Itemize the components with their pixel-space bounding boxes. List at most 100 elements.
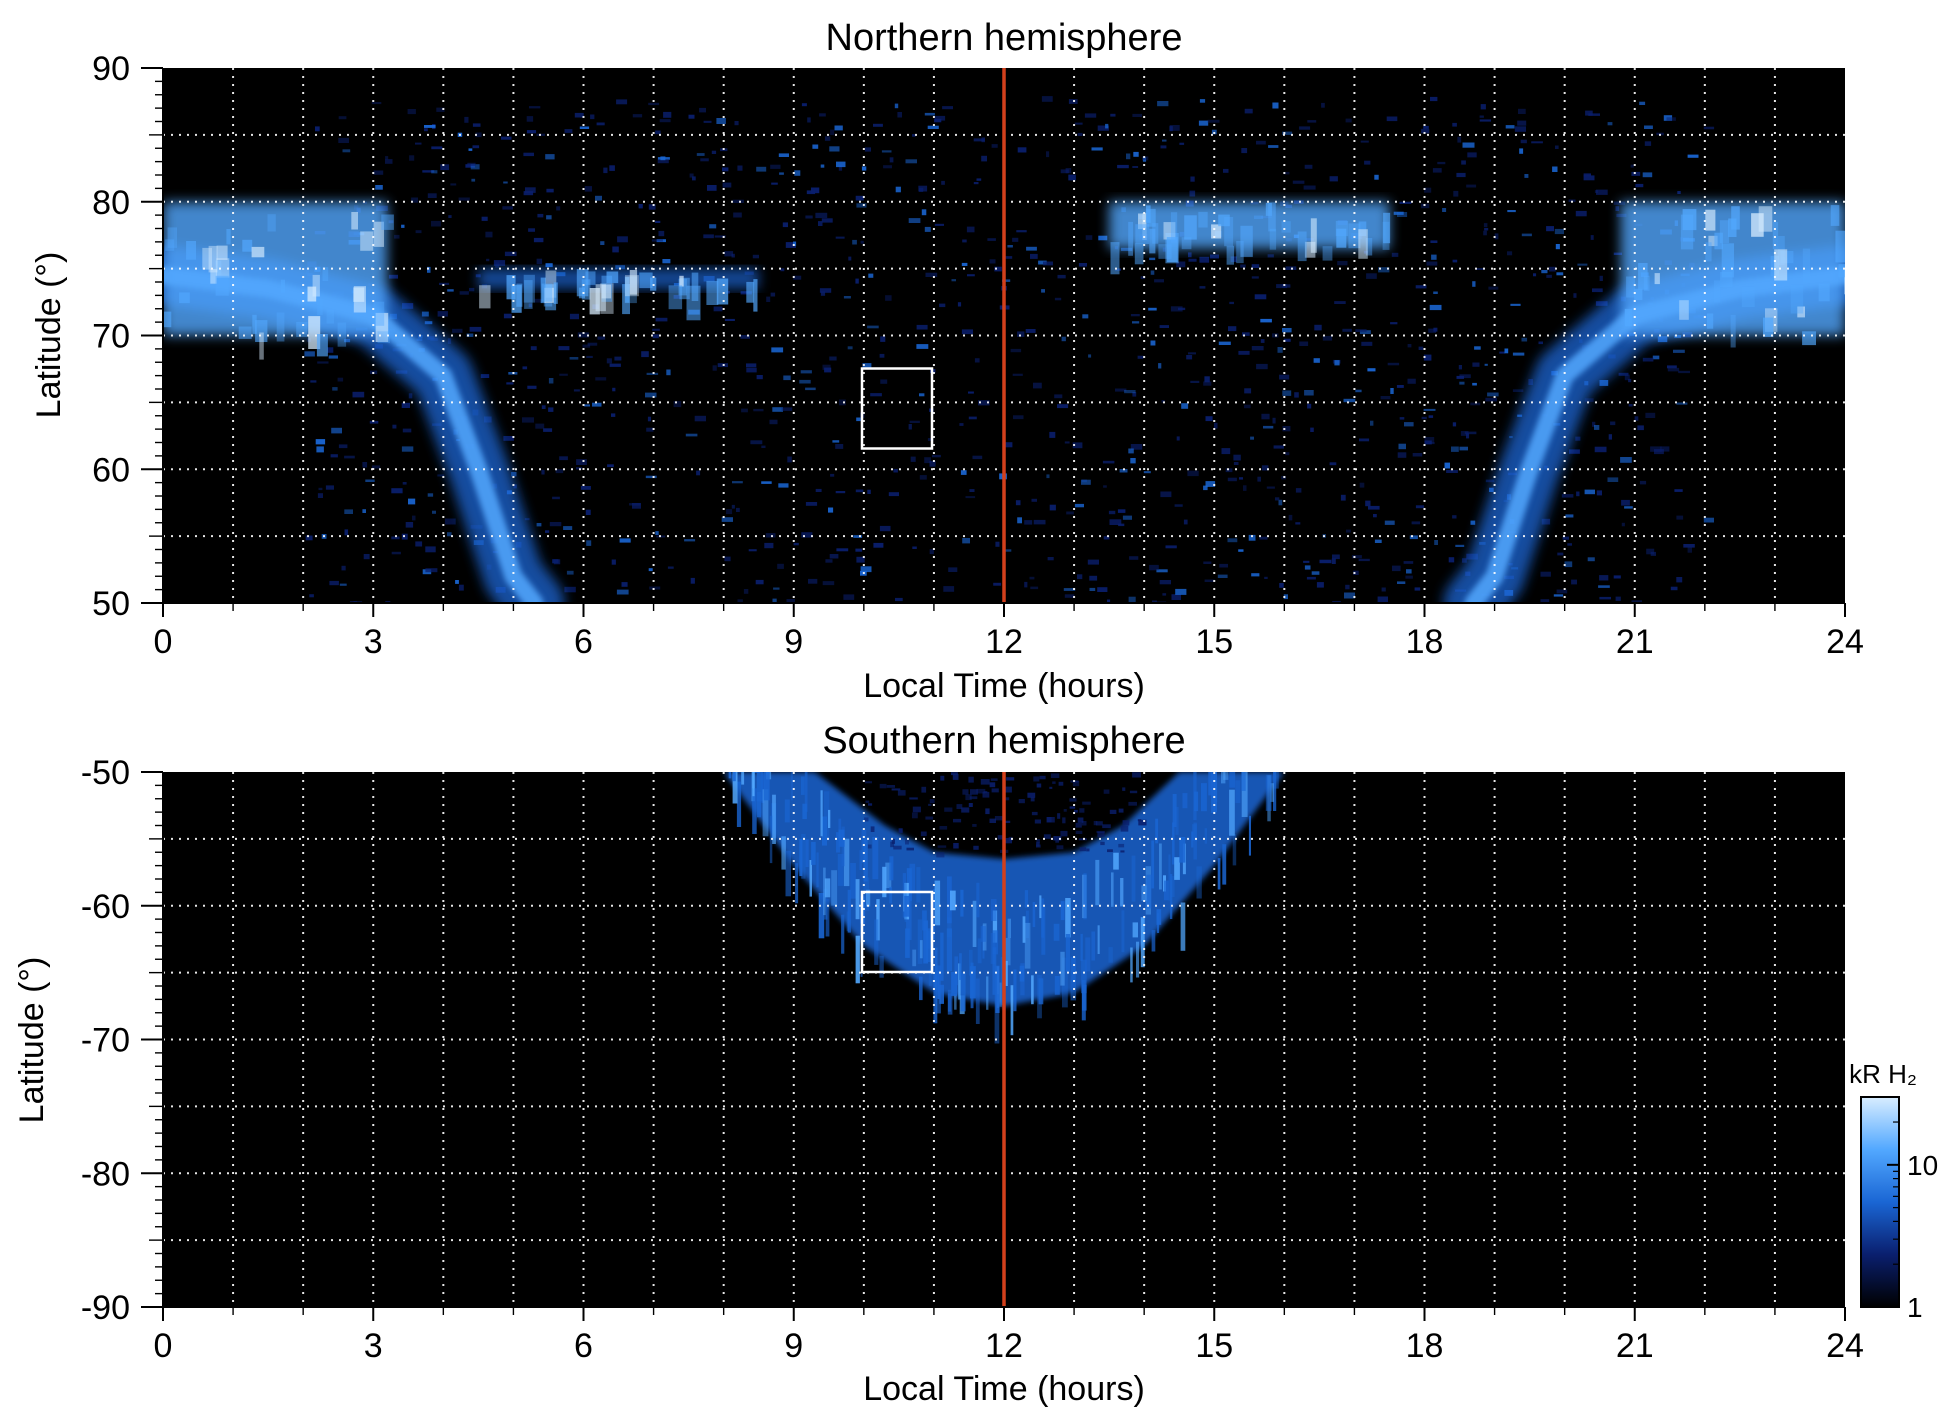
emission-patch [579,126,590,129]
emission-patch [980,779,990,785]
emission-streak [1151,840,1155,889]
emission-patch [1646,548,1655,555]
emission-patch [779,172,784,175]
x-tick-label: 21 [1616,1327,1654,1365]
emission-patch [1036,844,1041,848]
emission-streak [838,829,845,847]
emission-patch [1033,776,1040,782]
emission-patch [740,291,752,295]
emission-patch [1355,389,1362,393]
emission-streak [252,314,257,334]
emission-patch [1132,113,1142,117]
emission-streak [1383,212,1391,244]
emission-streak [1110,242,1120,275]
emission-patch [764,542,774,549]
emission-patch [1218,341,1231,345]
emission-patch [820,164,825,168]
emission-patch [586,540,592,546]
emission-patch [1483,230,1487,236]
emission-patch [1504,348,1509,354]
emission-patch [506,382,514,385]
emission-patch [1003,549,1012,552]
emission-patch [1596,490,1602,496]
emission-patch [448,215,452,218]
emission-streak [1132,922,1138,938]
emission-patch [1102,460,1115,464]
emission-streak [1005,937,1011,966]
emission-patch [663,111,672,118]
emission-patch [1257,476,1261,482]
north-ylabel: Latitude (°) [30,252,68,419]
emission-patch [962,239,967,243]
emission-patch [912,812,918,819]
emission-streak [1705,242,1712,262]
emission-patch [1056,845,1064,850]
emission-patch [1575,436,1581,441]
emission-patch [1351,555,1362,559]
emission-streak [186,241,196,260]
emission-patch [339,583,347,586]
emission-patch [1507,251,1513,256]
emission-streak [1634,288,1643,301]
emission-patch [1474,346,1481,350]
emission-streak [179,292,190,304]
emission-patch [696,470,701,476]
emission-patch [1541,518,1551,525]
emission-patch [968,776,974,783]
x-tick-label: 9 [784,1327,803,1365]
emission-patch [960,470,967,475]
emission-patch [962,538,970,544]
emission-patch [1138,819,1147,826]
emission-patch [1060,830,1068,837]
emission-patch [1175,588,1187,595]
emission-patch [1227,538,1238,543]
emission-patch [1107,849,1113,853]
emission-patch [1150,340,1156,346]
emission-patch [1251,573,1260,577]
emission-patch [1205,416,1213,422]
emission-patch [920,831,927,837]
emission-patch [548,378,554,384]
emission-streak [373,301,385,326]
emission-patch [1703,126,1715,130]
emission-patch [1277,347,1283,353]
emission-patch [523,152,534,157]
emission-patch [806,190,816,195]
emission-patch [895,186,901,193]
emission-streak [863,838,868,882]
emission-patch [1674,335,1682,338]
emission-patch [1242,332,1250,336]
emission-patch [1292,180,1305,184]
emission-patch [1448,557,1455,563]
emission-patch [843,296,851,299]
emission-patch [1390,388,1394,394]
emission-patch [1010,348,1022,353]
emission-patch [1666,117,1676,121]
emission-patch [527,385,537,389]
emission-patch [1488,286,1499,290]
emission-patch [611,559,616,565]
emission-streak [1070,957,1077,1001]
emission-patch [968,803,973,807]
emission-patch [1203,485,1208,491]
emission-patch [603,167,608,174]
emission-patch [1170,306,1183,312]
emission-patch [1555,244,1560,250]
emission-streak [876,899,880,941]
emission-patch [1187,470,1199,477]
emission-patch [1587,557,1595,562]
emission-streak [1024,890,1029,908]
emission-streak [772,794,776,844]
emission-patch [1188,352,1196,355]
emission-streak [581,279,591,300]
emission-patch [961,262,968,266]
emission-patch [948,567,958,572]
emission-streak [784,799,790,823]
emission-patch [1074,809,1078,813]
emission-patch [1421,128,1430,134]
emission-patch [772,598,777,603]
emission-patch [969,489,975,492]
emission-streak [753,279,758,312]
emission-streak [725,686,729,702]
emission-patch [879,525,891,532]
